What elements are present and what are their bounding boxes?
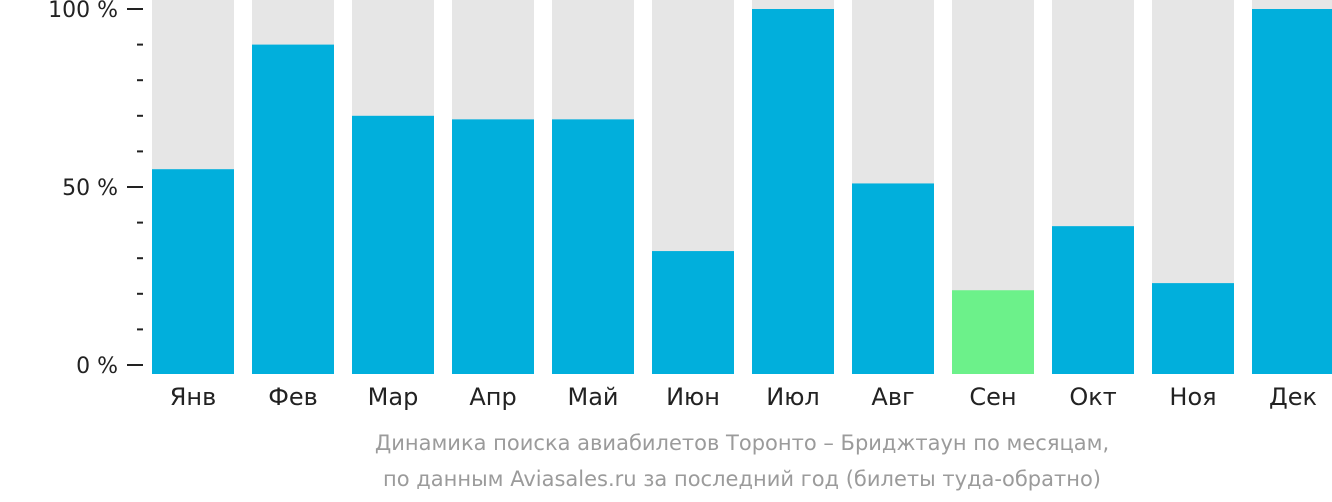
x-tick-label: Сен [969, 383, 1016, 411]
bar [152, 169, 234, 374]
x-tick-label: Мар [368, 383, 419, 411]
x-tick-label: Янв [170, 383, 217, 411]
y-tick-label: 50 % [62, 176, 118, 201]
x-tick-label: Апр [469, 383, 516, 411]
bar [952, 290, 1034, 374]
y-axis: 0 % 50 % 100 % [48, 0, 143, 379]
x-tick-label: Фев [268, 383, 318, 411]
x-tick-label: Дек [1269, 383, 1317, 411]
bar [1052, 226, 1134, 374]
x-tick-label: Ноя [1169, 383, 1216, 411]
y-tick-label: 100 % [48, 0, 118, 23]
x-tick-label: Авг [871, 383, 914, 411]
bar [352, 115, 434, 375]
bar [452, 119, 534, 374]
chart-caption-line-2: по данным Aviasales.ru за последний год … [383, 467, 1101, 491]
y-tick-label: 0 % [76, 354, 118, 379]
x-tick-label: Июл [766, 383, 820, 411]
bar [1152, 283, 1234, 374]
x-tick-label: Окт [1069, 383, 1116, 411]
bar [752, 9, 834, 374]
bar [552, 119, 634, 374]
bar [652, 251, 734, 374]
data-bars [152, 9, 1332, 375]
chart-caption-line-1: Динамика поиска авиабилетов Торонто – Бр… [374, 431, 1110, 455]
x-tick-label: Июн [666, 383, 720, 411]
bar [852, 183, 934, 374]
x-tick-label: Май [567, 383, 618, 411]
bar [252, 44, 334, 374]
bar [1252, 9, 1332, 374]
x-axis-labels: Янв Фев Мар Апр Май Июн Июл Авг Сен Окт Ноя Дек [170, 383, 1317, 411]
